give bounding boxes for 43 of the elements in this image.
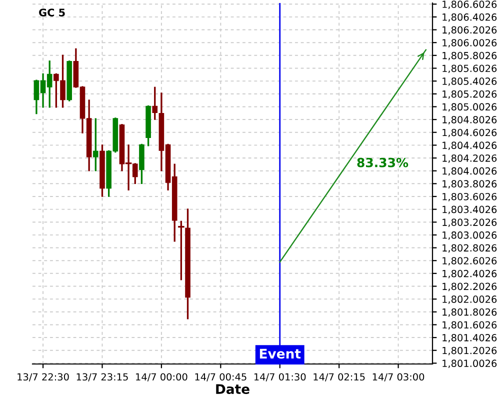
x-tick-label: 14/7 01:30 <box>254 373 306 382</box>
candlestick <box>178 220 184 280</box>
y-tick-label: 1,804.2026 <box>442 154 497 163</box>
y-tick-label: 1,803.8026 <box>442 180 497 188</box>
y-tick-label: 1,805.8026 <box>442 52 497 60</box>
chart-title: GC 5 <box>39 8 65 16</box>
y-tick-label: 1,801.6026 <box>442 321 497 330</box>
x-tick-label: 14/7 02:15 <box>314 373 365 382</box>
y-tick-label: 1,805.0026 <box>442 103 497 112</box>
y-tick-label: 1,801.0026 <box>442 360 497 368</box>
y-tick-label: 1,802.0026 <box>442 296 497 304</box>
y-tick-label: 1,801.8026 <box>442 308 497 317</box>
y-tick-label: 1,803.4026 <box>442 206 497 214</box>
x-axis-title: Date <box>216 384 250 394</box>
ref-line-label: Event <box>260 348 301 359</box>
y-tick-label: 1,803.2026 <box>442 218 497 227</box>
x-tick-label: 14/7 00:00 <box>136 373 188 382</box>
y-tick-label: 1,806.6026 <box>442 0 497 9</box>
y-tick-label: 1,802.6026 <box>442 257 497 266</box>
x-tick-label: 14/7 00:45 <box>195 373 246 382</box>
y-tick-label: 1,801.2026 <box>442 346 497 356</box>
x-tick-label: 13/7 23:15 <box>76 373 128 382</box>
y-tick-label: 1,806.4026 <box>442 13 497 22</box>
y-tick-label: 1,804.6026 <box>442 128 497 138</box>
y-tick-label: 1,802.2026 <box>442 282 497 292</box>
y-tick-label: 1,803.0026 <box>442 231 497 240</box>
y-tick-label: 1,804.4026 <box>442 142 497 150</box>
y-tick-label: 1,804.0026 <box>442 167 497 176</box>
x-tick-label: 13/7 22:30 <box>18 373 69 382</box>
y-tick-label: 1,806.2026 <box>442 26 497 35</box>
y-tick-label: 1,805.2026 <box>442 90 497 99</box>
y-tick-label: 1,805.4026 <box>442 78 497 86</box>
y-tick-label: 1,805.6026 <box>442 64 497 74</box>
annotation: 83.33% <box>357 158 408 168</box>
x-tick-label: 14/7 03:00 <box>372 373 424 382</box>
candlestick <box>93 118 98 172</box>
y-tick-label: 1,801.4026 <box>442 334 497 342</box>
y-tick-label: 1,802.8026 <box>442 244 497 253</box>
y-tick-label: 1,806.0026 <box>442 39 497 48</box>
y-tick-label: 1,803.6026 <box>442 192 497 202</box>
y-tick-label: 1,804.8026 <box>442 116 497 124</box>
y-tick-label: 1,802.4026 <box>442 270 497 278</box>
candlestick <box>152 86 158 120</box>
